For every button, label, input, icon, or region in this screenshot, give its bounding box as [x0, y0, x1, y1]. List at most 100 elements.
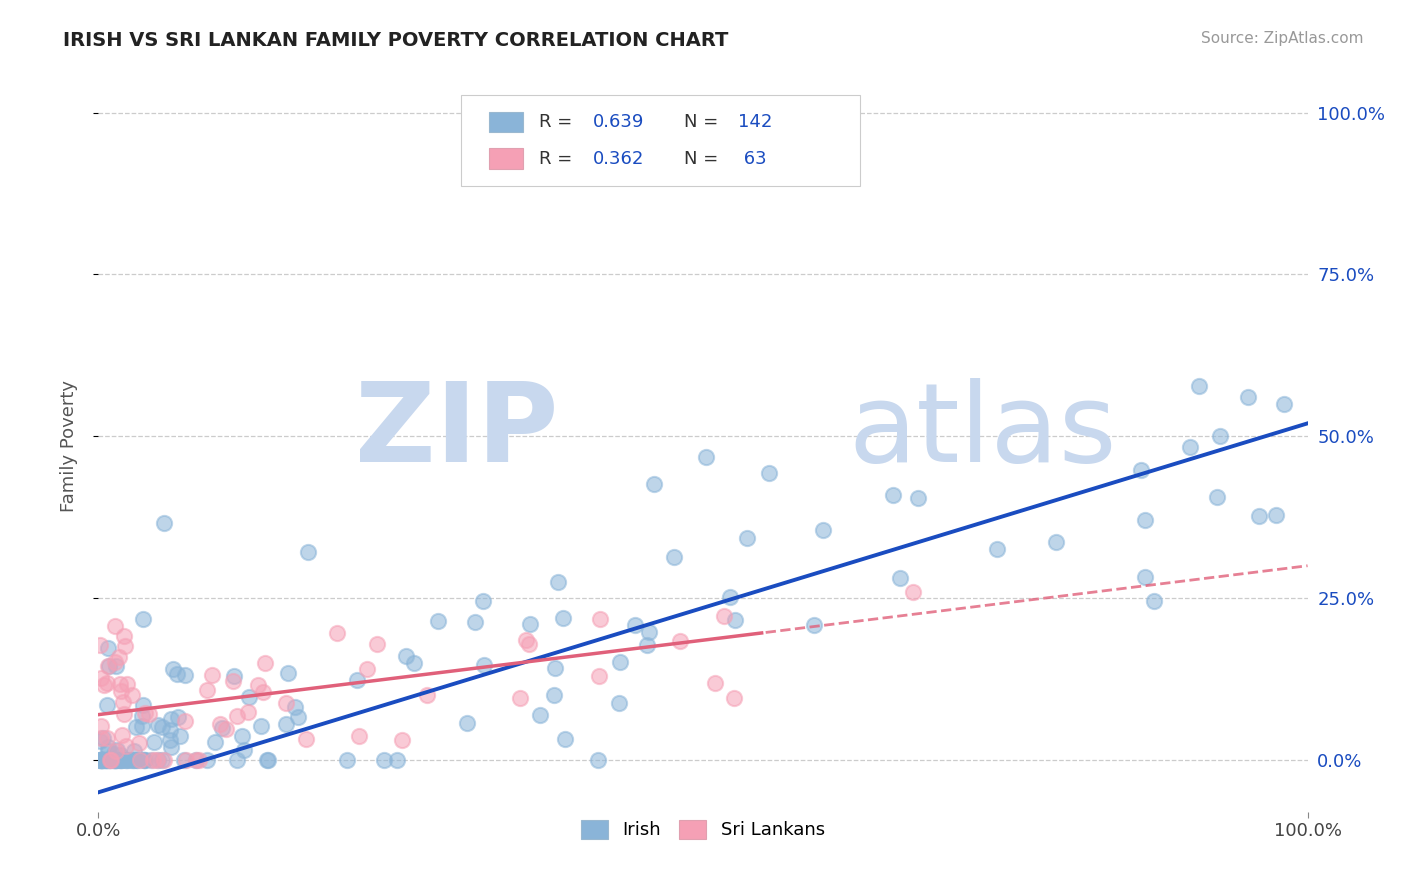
Point: [1142, 594, 1164, 608]
Point: [131, 719, 153, 733]
Point: [108, 753, 131, 767]
Point: [93, 678, 115, 692]
Point: [93, 753, 115, 767]
Point: [150, 720, 173, 734]
Point: [1264, 508, 1286, 522]
Point: [284, 700, 307, 714]
Point: [159, 740, 181, 755]
Point: [1133, 513, 1156, 527]
Point: [103, 753, 125, 767]
Point: [385, 753, 408, 767]
Point: [93, 753, 115, 767]
Point: [326, 626, 349, 640]
Point: [349, 729, 371, 743]
Point: [93, 753, 115, 767]
Point: [131, 612, 153, 626]
Text: ZIP: ZIP: [354, 378, 558, 485]
Point: [159, 723, 181, 737]
Point: [287, 710, 309, 724]
Point: [110, 753, 132, 767]
Point: [222, 669, 245, 683]
Point: [456, 715, 478, 730]
Point: [238, 705, 260, 719]
Point: [1178, 440, 1201, 454]
Point: [131, 709, 153, 723]
Point: [138, 706, 160, 721]
Point: [395, 649, 418, 664]
Point: [111, 728, 134, 742]
Point: [276, 697, 298, 711]
Point: [607, 696, 630, 710]
Point: [98, 753, 121, 767]
Text: N =: N =: [683, 150, 724, 168]
Point: [713, 608, 735, 623]
Point: [544, 661, 567, 675]
Point: [124, 753, 146, 767]
Point: [1205, 491, 1227, 505]
Point: [162, 662, 184, 676]
Point: [121, 753, 143, 767]
Point: [146, 753, 169, 767]
Point: [174, 714, 197, 728]
Text: 0.639: 0.639: [593, 113, 644, 131]
Point: [1045, 535, 1067, 549]
Point: [758, 467, 780, 481]
Point: [416, 688, 439, 702]
Point: [195, 753, 218, 767]
Point: [97, 640, 120, 655]
Point: [89, 753, 111, 767]
Point: [256, 753, 278, 767]
Point: [276, 716, 298, 731]
Point: [94, 753, 117, 767]
Point: [882, 487, 904, 501]
Point: [173, 668, 195, 682]
Point: [98, 753, 121, 767]
Point: [98, 659, 121, 673]
Point: [110, 676, 132, 690]
Point: [117, 676, 139, 690]
Point: [96, 753, 118, 767]
Point: [91, 753, 114, 767]
Point: [90, 731, 112, 745]
Point: [132, 753, 155, 767]
Point: [246, 678, 269, 692]
Point: [589, 612, 612, 626]
Point: [643, 477, 665, 491]
Point: [1237, 390, 1260, 404]
Point: [201, 668, 224, 682]
Point: [115, 739, 138, 753]
Point: [90, 719, 112, 733]
Point: [295, 732, 318, 747]
Point: [104, 744, 127, 758]
Point: [90, 671, 112, 685]
Point: [100, 753, 122, 767]
Point: [96, 698, 118, 712]
Point: [134, 706, 156, 721]
Point: [90, 753, 112, 767]
Point: [94, 753, 117, 767]
Point: [98, 753, 121, 767]
Point: [108, 649, 131, 664]
Point: [104, 655, 127, 669]
Point: [122, 753, 145, 767]
Point: [125, 720, 148, 734]
Point: [104, 753, 127, 767]
Point: [159, 712, 181, 726]
Point: [529, 707, 551, 722]
Point: [215, 723, 238, 737]
Point: [703, 676, 725, 690]
Point: [907, 491, 929, 506]
Point: [104, 618, 127, 632]
Point: [166, 667, 188, 681]
Point: [366, 637, 388, 651]
Point: [346, 673, 368, 688]
Point: [209, 716, 232, 731]
Point: [107, 753, 129, 767]
Point: [146, 753, 169, 767]
Point: [108, 753, 131, 767]
Point: [901, 585, 924, 599]
Point: [97, 744, 120, 758]
Point: [96, 676, 118, 690]
Point: [91, 731, 114, 745]
Point: [588, 669, 610, 683]
